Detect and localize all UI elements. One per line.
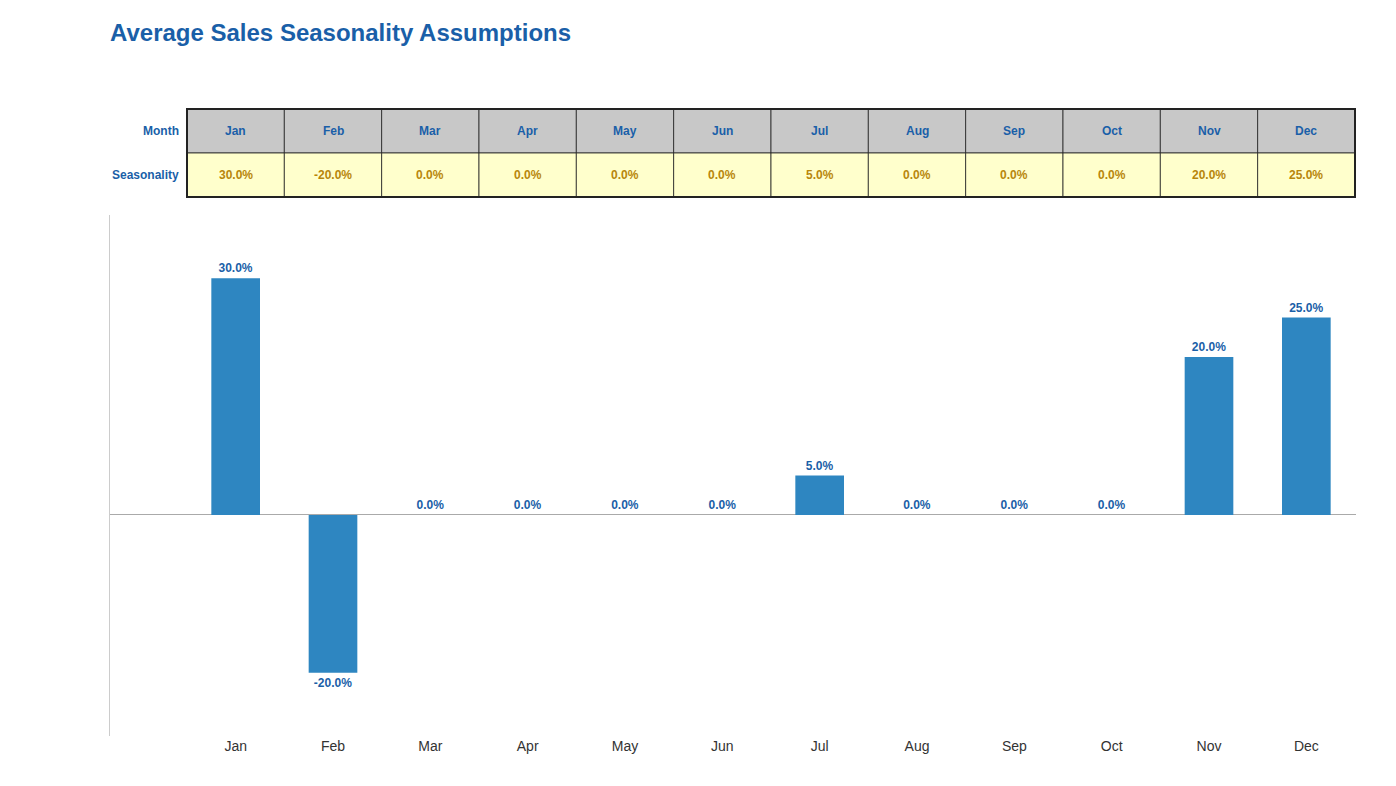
svg-text:Oct: Oct [1102,124,1122,138]
svg-text:0.0%: 0.0% [1000,498,1028,512]
svg-text:0.0%: 0.0% [708,168,736,182]
svg-text:May: May [612,738,638,754]
svg-text:0.0%: 0.0% [611,498,639,512]
svg-text:0.0%: 0.0% [903,168,931,182]
svg-text:0.0%: 0.0% [514,498,542,512]
svg-text:Jan: Jan [224,738,247,754]
svg-text:Feb: Feb [323,124,344,138]
svg-text:-20.0%: -20.0% [314,676,352,690]
svg-text:20.0%: 20.0% [1192,340,1226,354]
svg-text:Aug: Aug [905,738,930,754]
svg-text:Nov: Nov [1197,738,1222,754]
svg-text:Mar: Mar [418,738,442,754]
svg-text:0.0%: 0.0% [708,498,736,512]
svg-text:Sep: Sep [1002,738,1027,754]
svg-text:Aug: Aug [906,124,929,138]
svg-text:0.0%: 0.0% [514,168,542,182]
svg-text:Average Sales Seasonality Assu: Average Sales Seasonality Assumptions [110,19,571,46]
svg-text:Jun: Jun [711,738,734,754]
svg-text:Jan: Jan [225,124,246,138]
svg-text:Dec: Dec [1295,124,1317,138]
svg-text:Mar: Mar [419,124,441,138]
svg-text:Oct: Oct [1101,738,1123,754]
svg-text:0.0%: 0.0% [416,498,444,512]
svg-text:May: May [613,124,637,138]
svg-text:5.0%: 5.0% [806,168,834,182]
svg-text:0.0%: 0.0% [416,168,444,182]
svg-text:0.0%: 0.0% [1098,498,1126,512]
svg-text:0.0%: 0.0% [1098,168,1126,182]
svg-text:0.0%: 0.0% [611,168,639,182]
svg-text:25.0%: 25.0% [1289,168,1323,182]
svg-text:0.0%: 0.0% [903,498,931,512]
svg-text:30.0%: 30.0% [218,261,252,275]
svg-text:Nov: Nov [1198,124,1221,138]
svg-text:30.0%: 30.0% [219,168,253,182]
svg-text:25.0%: 25.0% [1289,301,1323,315]
svg-text:-20.0%: -20.0% [314,168,352,182]
svg-text:5.0%: 5.0% [806,459,834,473]
svg-text:Dec: Dec [1294,738,1319,754]
svg-text:0.0%: 0.0% [1000,168,1028,182]
svg-text:Feb: Feb [321,738,345,754]
svg-text:Jul: Jul [811,124,828,138]
svg-text:20.0%: 20.0% [1192,168,1226,182]
svg-text:Jul: Jul [811,738,829,754]
svg-text:Apr: Apr [517,738,539,754]
svg-text:Sep: Sep [1003,124,1025,138]
svg-text:Month: Month [143,124,179,138]
svg-text:Seasonality: Seasonality [112,168,179,182]
svg-text:Apr: Apr [517,124,538,138]
svg-text:Jun: Jun [712,124,733,138]
